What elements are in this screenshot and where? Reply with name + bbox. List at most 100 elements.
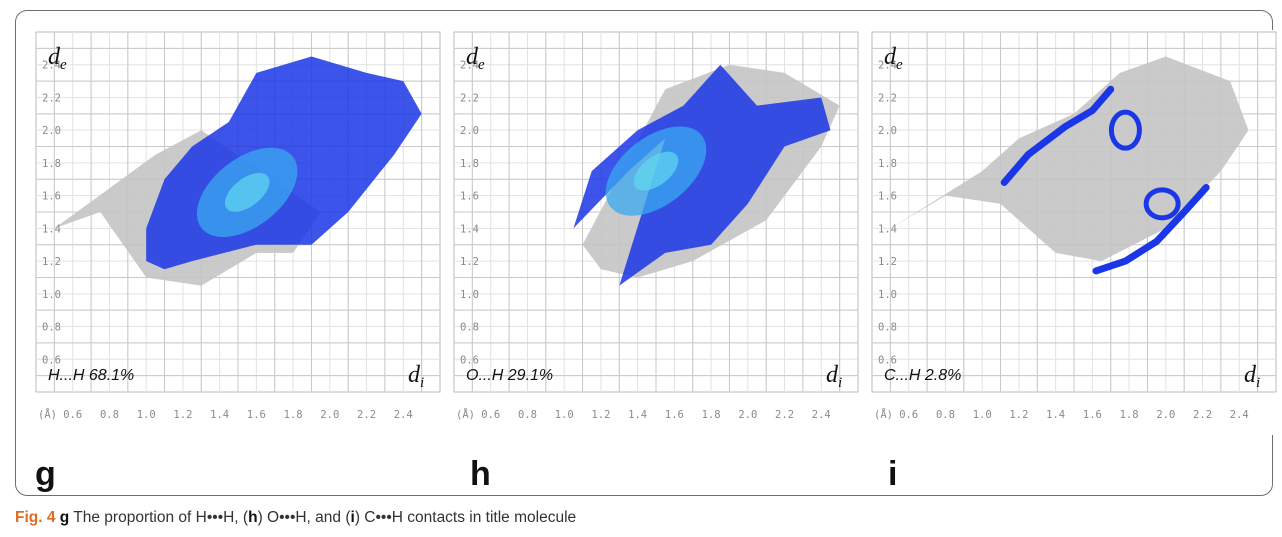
y-tick-label: 2.0 <box>42 125 61 137</box>
x-tick-label: 0.8 <box>518 409 537 421</box>
panel-letter-i: i <box>888 455 898 493</box>
x-tick-label: 1.6 <box>665 409 684 421</box>
x-tick-label: 1.8 <box>702 409 721 421</box>
x-tick-label: 2.4 <box>812 409 831 421</box>
y-tick-label: 1.8 <box>460 158 479 170</box>
panel-g: 0.6 0.8 1.0 1.2 1.4 1.6 1.8 2.0 2.2 2.4 0.6 0.8 1.0 1… <box>32 30 444 435</box>
x-tick-label: 2.2 <box>1193 409 1212 421</box>
x-tick-label: 1.4 <box>1046 409 1065 421</box>
y-tick-label: 1.4 <box>42 223 61 235</box>
x-unit-label: (Å) <box>38 408 57 421</box>
fingerprint-lower-hook <box>1143 187 1181 221</box>
y-tick-label: 1.0 <box>42 289 61 301</box>
x-tick-label: 1.6 <box>247 409 266 421</box>
y-tick-label: 1.6 <box>42 191 61 203</box>
y-tick-label: 1.8 <box>878 158 897 170</box>
y-tick-label: 1.0 <box>878 289 897 301</box>
x-tick-label: 0.6 <box>481 409 500 421</box>
y-tick-label: 1.2 <box>878 256 897 268</box>
caption-letter-h: h <box>248 509 258 526</box>
contact-percent: 2.8% <box>924 367 961 384</box>
x-unit-label: (Å) <box>456 408 475 421</box>
fingerprint-plot-i: 0.6 0.8 1.0 1.2 1.4 1.6 1.8 2.0 2.2 2.4 0.6 0.8 1.0 1… <box>871 31 1277 421</box>
x-axis-label-sub: i <box>838 375 842 391</box>
x-tick-label: 0.6 <box>63 409 82 421</box>
y-tick-label: 1.8 <box>42 158 61 170</box>
y-tick-label: 2.2 <box>42 92 61 104</box>
y-tick-label: 2.4 <box>42 60 61 72</box>
contact-label: H...H 68.1% <box>48 367 134 384</box>
y-tick-label: 2.0 <box>460 125 479 137</box>
y-tick-label: 1.4 <box>460 223 479 235</box>
fingerprint-grey-region <box>890 56 1249 262</box>
x-tick-label: 2.4 <box>394 409 413 421</box>
y-axis-label-sub: e <box>60 57 67 73</box>
contact-percent: 68.1% <box>89 367 134 384</box>
y-tick-label: 2.2 <box>878 92 897 104</box>
y-tick-label: 1.6 <box>460 191 479 203</box>
y-tick-label: 2.0 <box>878 125 897 137</box>
y-tick-label: 0.8 <box>460 322 479 334</box>
x-tick-label: 0.6 <box>899 409 918 421</box>
y-tick-label: 0.6 <box>878 354 897 366</box>
y-tick-label: 0.6 <box>460 354 479 366</box>
x-tick-label: 1.2 <box>173 409 192 421</box>
panel-i: 0.6 0.8 1.0 1.2 1.4 1.6 1.8 2.0 2.2 2.4 0.6 0.8 1.0 1… <box>868 30 1280 435</box>
caption-text-3: ) C•••H contacts in title molecule <box>354 509 577 526</box>
caption-letter-g: g <box>59 509 70 526</box>
x-tick-label: 1.0 <box>973 409 992 421</box>
contact-label: C...H 2.8% <box>884 367 961 384</box>
x-tick-label: 1.0 <box>555 409 574 421</box>
x-tick-label: 0.8 <box>100 409 119 421</box>
x-unit-label: (Å) <box>874 408 893 421</box>
x-tick-label: 2.4 <box>1230 409 1249 421</box>
caption-letter-i: i <box>350 509 355 526</box>
x-tick-label: 1.8 <box>1120 409 1139 421</box>
x-tick-label: 2.2 <box>357 409 376 421</box>
y-tick-label: 2.4 <box>878 60 897 72</box>
x-axis-label-sub: i <box>1256 375 1260 391</box>
y-tick-label: 2.2 <box>460 92 479 104</box>
contact-label: O...H 29.1% <box>466 367 553 384</box>
x-tick-label: 1.0 <box>137 409 156 421</box>
x-axis-label-sub: i <box>420 375 424 391</box>
y-tick-label: 2.4 <box>460 60 479 72</box>
x-tick-label: 1.4 <box>210 409 229 421</box>
x-tick-label: 1.8 <box>284 409 303 421</box>
y-tick-label: 1.0 <box>460 289 479 301</box>
caption-text-1: The proportion of H•••H, ( <box>69 509 249 526</box>
fingerprint-lower-arm <box>1092 184 1210 275</box>
panel-letter-g: g <box>35 455 56 493</box>
x-tick-label: 1.4 <box>628 409 647 421</box>
panel-letter-h: h <box>470 455 491 493</box>
y-tick-label: 1.4 <box>878 223 897 235</box>
y-tick-label: 1.2 <box>42 256 61 268</box>
x-tick-label: 2.0 <box>320 409 339 421</box>
y-tick-label: 1.6 <box>878 191 897 203</box>
x-tick-label: 0.8 <box>936 409 955 421</box>
y-tick-label: 0.6 <box>42 354 61 366</box>
y-tick-label: 0.8 <box>878 322 897 334</box>
y-axis-label-sub: e <box>896 57 903 73</box>
fingerprint-plot-h: 0.6 0.8 1.0 1.2 1.4 1.6 1.8 2.0 2.2 2.4 0.6 0.8 1.0 1… <box>453 31 859 421</box>
x-tick-label: 2.2 <box>775 409 794 421</box>
fingerprint-hot-core <box>224 172 270 212</box>
y-tick-label: 0.8 <box>42 322 61 334</box>
y-tick-label: 1.2 <box>460 256 479 268</box>
x-tick-label: 1.2 <box>1009 409 1028 421</box>
y-axis-label-sub: e <box>478 57 485 73</box>
x-tick-label: 1.6 <box>1083 409 1102 421</box>
caption-text-2: ) O•••H, and ( <box>257 509 351 526</box>
fingerprint-hot-core <box>633 151 679 191</box>
fingerprint-highlight-region <box>573 64 831 286</box>
x-tick-label: 2.0 <box>738 409 757 421</box>
panel-h: 0.6 0.8 1.0 1.2 1.4 1.6 1.8 2.0 2.2 2.4 0.6 0.8 1.0 1… <box>450 30 862 435</box>
fingerprint-plot-g: 0.6 0.8 1.0 1.2 1.4 1.6 1.8 2.0 2.2 2.4 0.6 0.8 1.0 1… <box>35 31 441 421</box>
x-tick-label: 1.2 <box>591 409 610 421</box>
fingerprint-upper-arm <box>1000 85 1115 186</box>
caption-fig-number: Fig. 4 <box>15 509 56 526</box>
fingerprint-upper-hook <box>1108 109 1142 151</box>
contact-percent: 29.1% <box>507 367 553 384</box>
x-tick-label: 2.0 <box>1156 409 1175 421</box>
figure-caption: Fig. 4 g The proportion of H•••H, (h) O•… <box>15 509 576 527</box>
